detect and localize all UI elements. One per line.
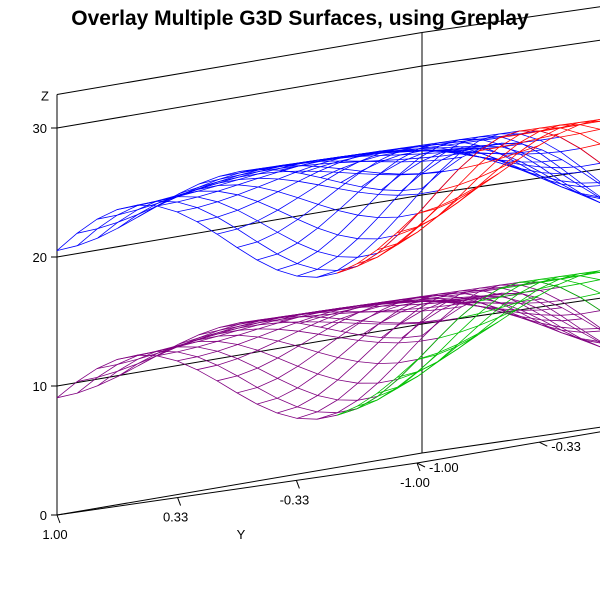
surface-2-col-8 [216, 297, 583, 382]
z-axis-label: Z [41, 88, 49, 103]
surface-3-row-0 [336, 359, 418, 416]
surface-2-row-1 [77, 350, 358, 414]
axis-box [56, 6, 600, 516]
surface-3 [336, 270, 600, 416]
surface-1-row-0 [336, 213, 418, 274]
surface-2-col-10 [256, 292, 600, 405]
surface-2-col-12 [296, 287, 600, 419]
x-tick [539, 441, 548, 447]
back-grid-line-right [421, 297, 600, 325]
surface-0-col-5 [156, 143, 523, 207]
surface-1 [336, 119, 600, 274]
back-grid-line-left [56, 194, 423, 258]
back-grid-line-right [421, 168, 600, 196]
surface-3-row-12 [580, 292, 600, 298]
surface-0-row-5 [158, 177, 439, 206]
surface-2-col-13 [316, 284, 600, 420]
y-tick [416, 462, 421, 472]
surface-0-col-9 [236, 143, 600, 248]
surface-2-col-5 [156, 293, 523, 357]
surface-0-col-3 [116, 147, 483, 210]
top-back-edge [421, 6, 600, 33]
surface-3-row-11 [560, 279, 600, 288]
back-grid-line-left [56, 323, 423, 387]
surface-2-col-0 [56, 320, 423, 399]
chart-title: Overlay Multiple G3D Surfaces, using Gre… [71, 7, 529, 30]
surface-3-col-14 [336, 281, 600, 416]
surface-1-col-15 [356, 127, 600, 265]
floor-front-edge [56, 462, 418, 516]
z-tick-label: 20 [33, 250, 47, 265]
y-tick-label: 0.33 [163, 510, 188, 525]
x-tick-label: -1.00 [429, 460, 459, 475]
x-tick-label: -0.33 [551, 439, 581, 454]
surface-0-col-11 [276, 138, 600, 271]
z-tick-label: 30 [33, 121, 47, 136]
surface-2-row-3 [117, 340, 398, 384]
back-grid-line-left [56, 65, 423, 129]
surfaces [56, 119, 600, 420]
surface-0-col-10 [256, 141, 600, 261]
surface-1-col-14 [336, 130, 600, 274]
surface-2-col-9 [236, 294, 600, 394]
y-tick-label: -1.00 [400, 475, 430, 490]
surface-2-col-2 [96, 306, 463, 369]
z-tick-label: 10 [33, 379, 47, 394]
surface-0-col-7 [196, 148, 563, 223]
surface-2-row-17 [401, 295, 600, 343]
surface-0-col-13 [316, 133, 600, 278]
surface-1-row-12 [580, 143, 600, 149]
surface-0-row-1 [77, 200, 358, 271]
surface-0-col-2 [96, 156, 463, 220]
back-grid-line-right [421, 39, 600, 67]
surface-2-row-4 [137, 334, 419, 367]
surface-0-col-0 [56, 169, 423, 251]
y-tick-label: -0.33 [280, 492, 310, 507]
surface-0-col-8 [216, 146, 583, 235]
y-tick [295, 480, 300, 489]
axes: 0102030Z1.000.33-0.33-1.00Y-1.00-0.330.3… [33, 88, 581, 542]
x-tick [416, 462, 426, 468]
surface-0-col-1 [76, 165, 443, 234]
top-left-edge [56, 31, 423, 95]
y-tick [177, 497, 182, 506]
surface-0-col-12 [296, 136, 600, 277]
surface-3-col-17 [396, 271, 600, 378]
surface-1-col-17 [396, 120, 600, 234]
z-tick-label: 0 [40, 508, 47, 523]
surface-0-col-4 [136, 142, 503, 206]
surface-1-row-11 [560, 128, 600, 138]
y-axis-label: Y [237, 527, 246, 542]
surface-2-col-3 [116, 297, 483, 360]
surface-2-col-11 [276, 289, 600, 414]
y-tick [56, 514, 61, 524]
y-tick-label: 1.00 [42, 527, 67, 542]
surface-2-col-4 [136, 292, 503, 356]
floor-left-edge [56, 452, 423, 516]
floor-back-edge [421, 426, 600, 454]
surface-2-col-7 [196, 299, 563, 371]
